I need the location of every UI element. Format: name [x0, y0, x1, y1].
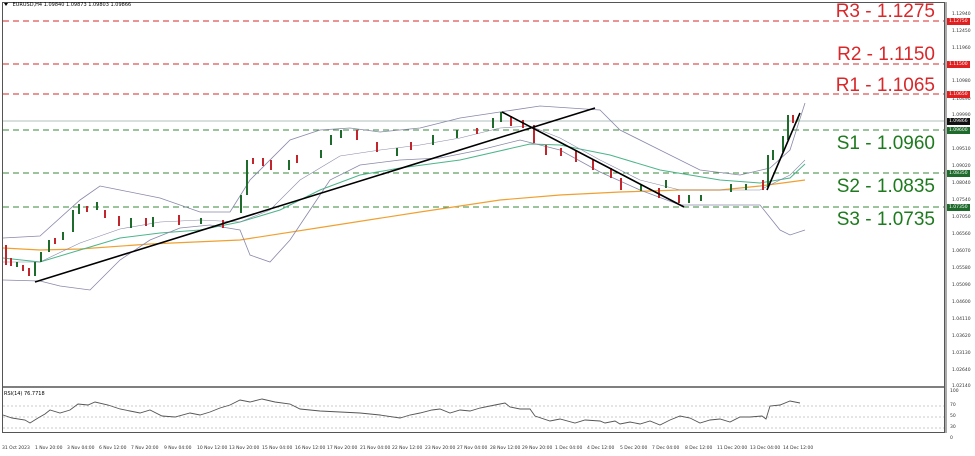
chart-frame [2, 2, 945, 433]
bollinger-middle [3, 125, 806, 263]
bollinger-upper [2, 102, 806, 239]
r1-price-tag: 1.10650 [947, 91, 970, 98]
x-tick: 8 Dec 12:00 [685, 446, 713, 451]
candles [5, 112, 799, 276]
dropdown-arrow-icon[interactable] [4, 3, 8, 6]
steep-uptrend-line[interactable] [766, 112, 801, 191]
rsi-title: RSI(14) 76.7718 [4, 391, 45, 397]
x-tick: 16 Nov 12:00 [295, 446, 326, 451]
x-tick: 23 Nov 20:00 [425, 446, 456, 451]
x-tick: 28 Nov 12:00 [490, 446, 521, 451]
y-tick: 1.09990 [952, 113, 971, 118]
r3-label: R3 - 1.1275 [835, 1, 935, 22]
ma-fast [2, 143, 806, 263]
y-tick: 1.06070 [952, 249, 971, 254]
y-tick: 1.10980 [952, 79, 971, 84]
symbol-label: EURUSD,H4 [12, 2, 43, 8]
y-tick: 1.12450 [952, 29, 971, 34]
rsi-tick: 0 [950, 436, 953, 441]
r3-price-tag: 1.12750 [947, 18, 970, 25]
s3-label: S3 - 1.0735 [836, 209, 935, 230]
current-price-tag: 1.09866 [947, 118, 970, 125]
bollinger-lower [2, 139, 806, 291]
y-tick: 1.11960 [952, 46, 971, 51]
x-tick: 11 Dec 20:00 [717, 446, 748, 451]
x-tick: 6 Nov 12:00 [99, 446, 127, 451]
x-tick: 4 Dec 12:00 [587, 446, 615, 451]
y-tick: 1.07540 [952, 198, 971, 203]
y-tick: 1.03130 [952, 351, 971, 356]
y-tick: 1.04600 [952, 300, 971, 305]
x-tick: 21 Nov 04:00 [360, 446, 391, 451]
x-tick: 5 Dec 20:00 [620, 446, 648, 451]
x-tick: 13 Nov 20:00 [229, 446, 260, 451]
y-tick: 1.06560 [952, 232, 971, 237]
y-tick: 1.03620 [952, 334, 971, 339]
x-tick: 3 Nov 04:00 [67, 446, 95, 451]
rsi-tick: 100 [950, 389, 959, 394]
chart-header: EURUSD,H4 1.09840 1.09873 1.09803 1.0986… [4, 2, 131, 8]
y-tick: 1.05580 [952, 266, 971, 271]
y-tick: 1.05090 [952, 283, 971, 288]
s1-label: S1 - 1.0960 [836, 133, 935, 154]
r2-label: R2 - 1.1150 [837, 44, 935, 65]
x-tick: 17 Nov 20:00 [327, 446, 358, 451]
y-tick: 1.09020 [952, 164, 971, 169]
ohlc-values: 1.09840 1.09873 1.09803 1.09866 [43, 2, 132, 8]
x-tick: 31 Oct 2023 [2, 446, 30, 451]
downtrend-line[interactable] [501, 111, 685, 208]
x-tick: 7 Nov 20:00 [131, 446, 159, 451]
x-tick: 13 Dec 04:00 [750, 446, 781, 451]
y-tick: 1.09510 [952, 147, 971, 152]
s2-price-tag: 1.08350 [947, 170, 970, 177]
s2-label: S2 - 1.0835 [836, 176, 935, 197]
rsi-tick: 70 [950, 403, 956, 408]
rsi-tick: 50 [950, 414, 956, 419]
x-tick: 9 Nov 04:00 [164, 446, 192, 451]
x-tick: 29 Nov 20:00 [522, 446, 553, 451]
uptrend-line[interactable] [34, 107, 596, 283]
r1-label: R1 - 1.1065 [835, 75, 935, 96]
y-tick: 1.02140 [952, 384, 971, 389]
s3-price-tag: 1.07350 [947, 204, 970, 211]
r2-price-tag: 1.11500 [947, 61, 970, 68]
rsi-line [2, 398, 801, 426]
x-tick: 10 Nov 12:00 [197, 446, 228, 451]
y-tick: 1.10490 [952, 97, 971, 102]
x-tick: 14 Dec 12:00 [783, 446, 814, 451]
y-tick: 1.04110 [952, 317, 971, 322]
rsi-tick: 30 [950, 425, 956, 430]
x-tick: 15 Nov 04:00 [262, 446, 293, 451]
y-tick: 1.12940 [952, 12, 971, 17]
x-tick: 22 Nov 12:00 [392, 446, 423, 451]
y-tick: 1.07050 [952, 215, 971, 220]
x-tick: 7 Dec 04:00 [652, 446, 680, 451]
x-tick: 1 Dec 04:00 [555, 446, 583, 451]
x-tick: 1 Nov 20:00 [35, 446, 63, 451]
y-tick: 1.02640 [952, 368, 971, 373]
y-tick: 1.08040 [952, 181, 971, 186]
s1-price-tag: 1.09600 [947, 127, 970, 134]
x-tick: 27 Nov 04:00 [457, 446, 488, 451]
